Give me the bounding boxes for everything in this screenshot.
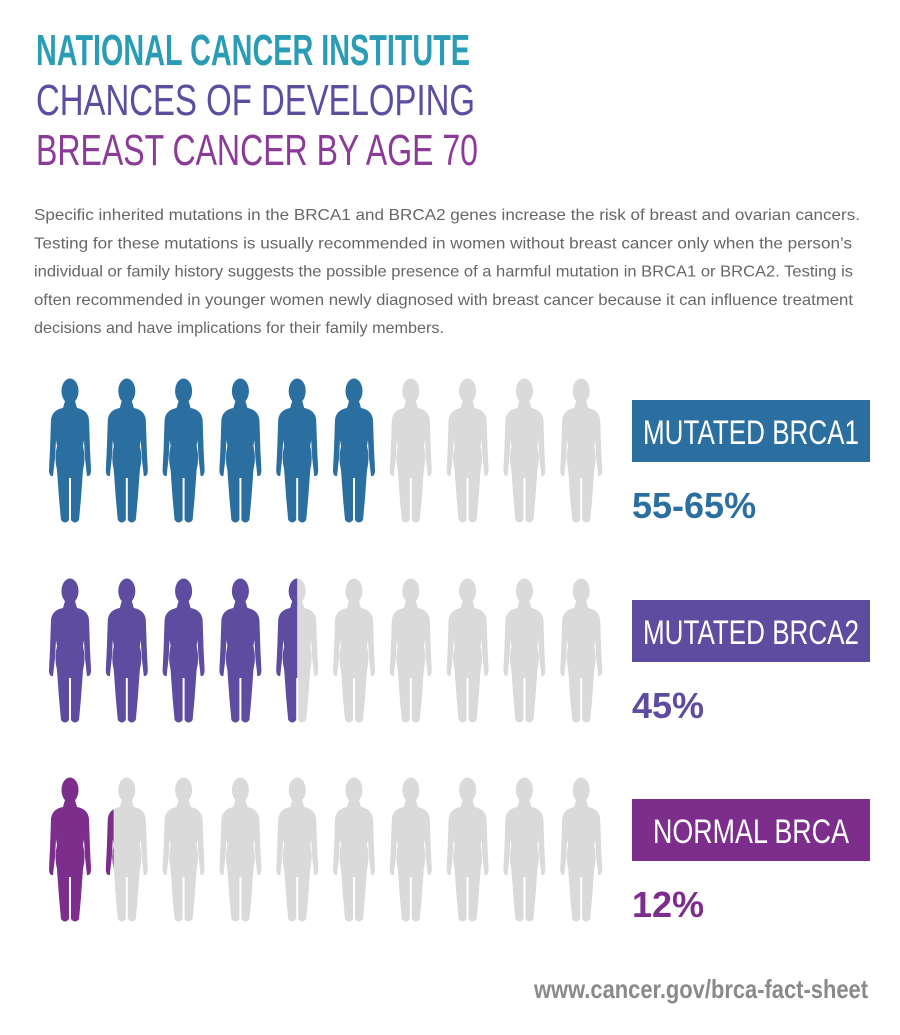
figure <box>389 578 432 723</box>
figure <box>333 777 375 922</box>
filled-figure <box>49 777 91 922</box>
description-line: Specific inherited mutations in the BRCA… <box>34 207 860 224</box>
figure <box>503 578 546 723</box>
label-box <box>632 600 870 662</box>
figure <box>276 777 319 922</box>
description-line: often recommended in younger women newly… <box>34 292 854 309</box>
filled-figure <box>333 378 375 523</box>
description-line: decisions and have implications for thei… <box>34 320 444 337</box>
filled-figure <box>105 378 148 523</box>
filled-figure <box>219 578 262 723</box>
figure <box>560 777 603 922</box>
category-label: MUTATED BRCA1 <box>643 414 859 452</box>
title-line: BREAST CANCER BY AGE 70 <box>36 126 478 175</box>
category-label: MUTATED BRCA2 <box>643 614 859 652</box>
value-label: 12% <box>632 884 704 925</box>
footer-url: www.cancer.gov/brca-fact-sheet <box>533 974 868 1004</box>
figure <box>389 777 432 922</box>
label-box <box>632 799 870 861</box>
figure <box>162 777 205 922</box>
figure <box>446 777 489 922</box>
title-line: CHANCES OF DEVELOPING <box>36 76 475 125</box>
filled-figure <box>49 378 91 523</box>
filled-figure <box>49 578 91 723</box>
filled-figure <box>162 378 205 523</box>
figure <box>446 378 489 523</box>
title-line: NATIONAL CANCER INSTITUTE <box>36 26 470 75</box>
value-label: 55-65% <box>632 485 756 526</box>
filled-figure <box>219 378 262 523</box>
description-line: individual or family history suggests th… <box>34 264 853 281</box>
figure <box>389 378 432 523</box>
filled-figure <box>105 578 148 723</box>
figure <box>560 378 603 523</box>
category-label: NORMAL BRCA <box>653 813 849 851</box>
figure <box>219 777 262 922</box>
figure <box>503 378 546 523</box>
figure <box>333 578 375 723</box>
figure <box>560 578 603 723</box>
figure <box>446 578 489 723</box>
filled-figure <box>276 378 319 523</box>
value-label: 45% <box>632 685 704 726</box>
label-box <box>632 400 870 462</box>
description-line: Testing for these mutations is usually r… <box>34 235 852 252</box>
figure <box>503 777 546 922</box>
filled-figure <box>162 578 205 723</box>
